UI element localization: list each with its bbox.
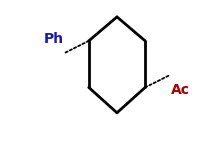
Text: Ph: Ph bbox=[44, 32, 64, 47]
Text: Ac: Ac bbox=[171, 83, 189, 97]
